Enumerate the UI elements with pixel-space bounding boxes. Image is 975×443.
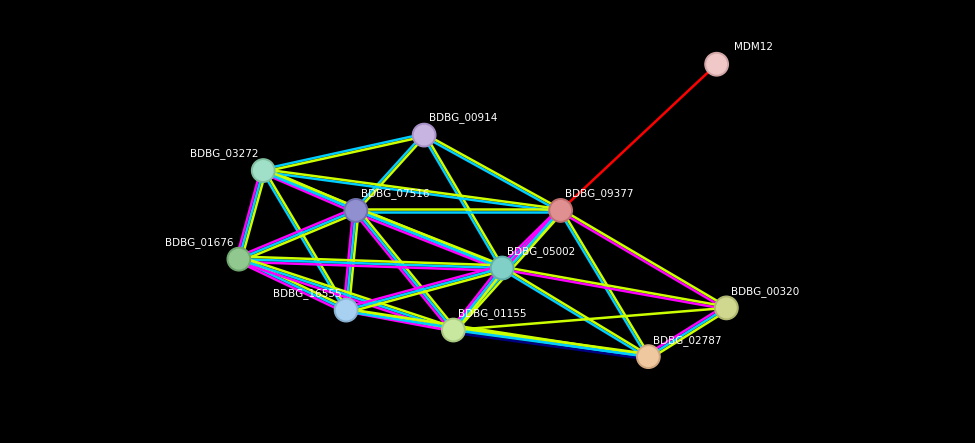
Text: BDBG_01155: BDBG_01155 [458,308,526,319]
Circle shape [492,258,512,278]
Text: BDBG_02787: BDBG_02787 [653,334,722,346]
Circle shape [551,201,570,220]
Text: BDBG_03272: BDBG_03272 [190,148,258,159]
Circle shape [442,319,465,342]
Text: BDBG_07516: BDBG_07516 [361,188,429,199]
Text: BDBG_16555: BDBG_16555 [273,288,341,299]
Circle shape [227,248,251,271]
Circle shape [229,249,249,269]
Circle shape [336,300,356,320]
Circle shape [637,345,660,368]
Circle shape [414,125,434,145]
Circle shape [344,199,368,222]
Text: BDBG_00320: BDBG_00320 [731,286,800,297]
Circle shape [346,201,366,220]
Circle shape [254,161,273,180]
Circle shape [705,53,728,76]
Circle shape [444,320,463,340]
Text: BDBG_09377: BDBG_09377 [566,188,634,199]
Text: BDBG_01676: BDBG_01676 [166,237,234,248]
Circle shape [252,159,275,182]
Circle shape [715,296,738,319]
Circle shape [334,299,358,322]
Circle shape [549,199,572,222]
Circle shape [412,124,436,147]
Circle shape [490,256,514,280]
Text: MDM12: MDM12 [734,42,773,52]
Text: BDBG_00914: BDBG_00914 [429,112,497,123]
Circle shape [639,347,658,366]
Text: BDBG_05002: BDBG_05002 [507,246,575,257]
Circle shape [717,298,736,318]
Circle shape [707,54,726,74]
